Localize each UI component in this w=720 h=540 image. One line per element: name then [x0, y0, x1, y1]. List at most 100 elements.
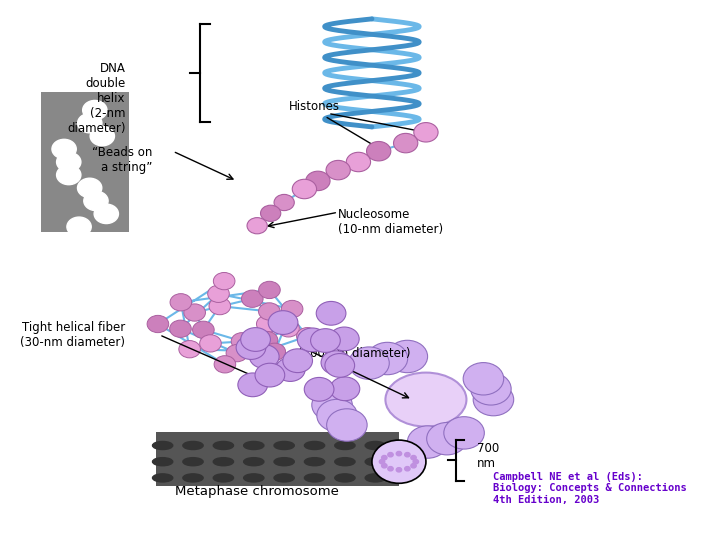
Circle shape: [396, 451, 402, 456]
Text: Campbell NE et al (Eds):
Biology: Concepts & Connections
4th Edition, 2003: Campbell NE et al (Eds): Biology: Concep…: [493, 471, 687, 505]
Circle shape: [414, 123, 438, 142]
Circle shape: [411, 456, 416, 460]
Circle shape: [283, 349, 312, 373]
Circle shape: [388, 453, 393, 457]
Circle shape: [330, 327, 359, 351]
Ellipse shape: [305, 442, 325, 449]
Circle shape: [396, 468, 402, 472]
Circle shape: [282, 300, 303, 318]
Circle shape: [405, 467, 410, 471]
Circle shape: [388, 467, 393, 471]
Circle shape: [184, 304, 205, 321]
Circle shape: [170, 320, 192, 338]
Circle shape: [83, 100, 107, 120]
Circle shape: [276, 357, 305, 381]
Ellipse shape: [243, 474, 264, 482]
Circle shape: [367, 342, 408, 375]
Circle shape: [238, 373, 268, 397]
Circle shape: [213, 273, 235, 290]
Circle shape: [387, 340, 428, 373]
Circle shape: [78, 178, 102, 198]
Circle shape: [316, 301, 346, 325]
Ellipse shape: [183, 442, 203, 449]
Circle shape: [269, 310, 298, 334]
Circle shape: [411, 463, 416, 468]
Circle shape: [405, 453, 410, 457]
Circle shape: [240, 328, 271, 352]
FancyBboxPatch shape: [156, 432, 399, 486]
Ellipse shape: [183, 474, 203, 482]
Circle shape: [241, 290, 263, 307]
Text: DNA
double
helix
(2-nm
diameter): DNA double helix (2-nm diameter): [67, 62, 125, 135]
Circle shape: [408, 426, 448, 458]
Circle shape: [348, 347, 390, 379]
Circle shape: [214, 356, 235, 373]
Circle shape: [444, 417, 485, 449]
Ellipse shape: [153, 474, 173, 482]
Circle shape: [258, 281, 280, 299]
Circle shape: [52, 139, 76, 159]
Circle shape: [321, 351, 351, 375]
Text: Metaphase chromosome: Metaphase chromosome: [175, 485, 339, 498]
Circle shape: [255, 363, 284, 387]
Circle shape: [346, 152, 371, 172]
Ellipse shape: [274, 457, 294, 465]
Ellipse shape: [365, 457, 385, 465]
Circle shape: [297, 328, 318, 345]
Circle shape: [325, 354, 355, 377]
Text: “Beads on
a string”: “Beads on a string”: [92, 146, 153, 174]
Text: 700
nm: 700 nm: [477, 442, 499, 470]
Circle shape: [258, 303, 280, 320]
Ellipse shape: [183, 457, 203, 465]
Circle shape: [292, 179, 317, 199]
Ellipse shape: [213, 442, 233, 449]
Ellipse shape: [335, 442, 355, 449]
Circle shape: [236, 336, 266, 360]
Ellipse shape: [365, 442, 385, 449]
Circle shape: [306, 171, 330, 191]
Circle shape: [57, 165, 81, 185]
Ellipse shape: [274, 474, 294, 482]
Circle shape: [317, 399, 357, 431]
Circle shape: [90, 126, 114, 146]
Circle shape: [382, 463, 387, 468]
Circle shape: [247, 218, 267, 234]
Ellipse shape: [213, 474, 233, 482]
Circle shape: [256, 315, 278, 333]
Circle shape: [78, 113, 102, 133]
Circle shape: [366, 141, 391, 161]
Circle shape: [326, 160, 351, 180]
Circle shape: [372, 440, 426, 483]
Ellipse shape: [305, 457, 325, 465]
Text: Tight helical fiber
(30-nm diameter): Tight helical fiber (30-nm diameter): [20, 321, 125, 349]
Circle shape: [427, 422, 467, 455]
Circle shape: [199, 335, 221, 352]
Circle shape: [379, 460, 384, 464]
Circle shape: [310, 329, 341, 353]
Circle shape: [471, 373, 511, 405]
Circle shape: [261, 205, 281, 221]
Ellipse shape: [153, 457, 173, 465]
Circle shape: [274, 194, 294, 211]
Circle shape: [463, 362, 504, 395]
Text: Histones: Histones: [289, 100, 340, 113]
Ellipse shape: [243, 457, 264, 465]
Ellipse shape: [365, 474, 385, 482]
Circle shape: [192, 321, 214, 339]
Ellipse shape: [385, 373, 467, 427]
Circle shape: [305, 377, 334, 401]
Circle shape: [413, 460, 418, 464]
Circle shape: [312, 389, 352, 421]
Circle shape: [327, 409, 367, 441]
Circle shape: [207, 285, 229, 302]
Text: Nucleosome
(10-nm diameter): Nucleosome (10-nm diameter): [338, 208, 444, 236]
Circle shape: [94, 204, 119, 224]
Circle shape: [67, 217, 91, 237]
Circle shape: [394, 133, 418, 153]
Circle shape: [382, 456, 387, 460]
Circle shape: [473, 383, 513, 416]
Text: Supercoil
(200-nm diameter): Supercoil (200-nm diameter): [297, 332, 410, 360]
Circle shape: [297, 328, 327, 352]
Ellipse shape: [305, 474, 325, 482]
Ellipse shape: [335, 457, 355, 465]
